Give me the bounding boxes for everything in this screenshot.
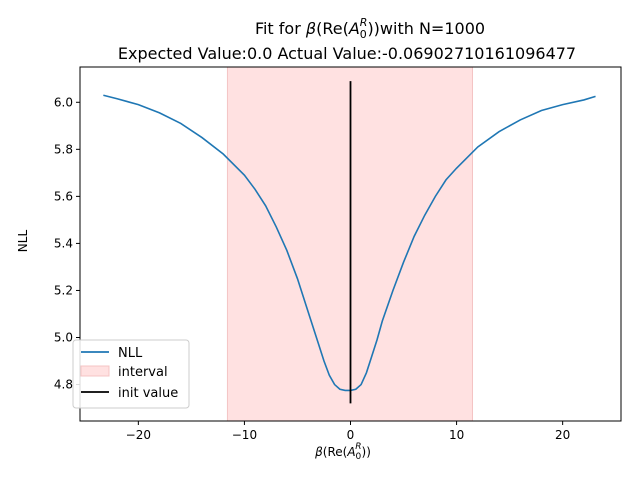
- title-open: (: [316, 19, 322, 38]
- title-a: A: [348, 19, 360, 38]
- svg-text:Fit for β(Re(A0R))with N=1000: Fit for β(Re(A0R))with N=1000: [255, 16, 485, 41]
- x-tick-label: 20: [555, 428, 570, 442]
- title-close: )): [367, 19, 379, 38]
- y-axis-ticks: 4.8 5.0 5.2 5.4 5.6 5.8 6.0: [54, 95, 80, 392]
- x-tick-label: −20: [126, 428, 151, 442]
- xlabel-beta: β: [314, 445, 323, 459]
- y-tick-label: 5.4: [54, 236, 73, 250]
- y-tick-label: 5.2: [54, 283, 73, 297]
- xlabel-close: )): [362, 445, 371, 459]
- xlabel-a: A: [346, 445, 355, 459]
- legend-nll-label: NLL: [118, 346, 143, 361]
- legend-box: [72, 339, 190, 409]
- title-prefix: Fit for: [255, 19, 306, 38]
- subtitle: Expected Value:0.0 Actual Value:-0.06902…: [118, 44, 576, 63]
- x-axis-label: β(Re(A0R)): [314, 442, 371, 462]
- y-axis-label: NLL: [16, 230, 30, 253]
- title: Fit for β(Re(A0R))with N=1000: [255, 16, 485, 41]
- legend: NLL interval init value: [72, 339, 190, 409]
- legend-init-label: init value: [118, 386, 178, 401]
- legend-interval-swatch: [80, 365, 110, 377]
- y-tick-label: 4.8: [54, 378, 73, 392]
- x-tick-label: 0: [347, 428, 355, 442]
- legend-interval-label: interval: [118, 365, 168, 380]
- y-tick-label: 5.0: [54, 330, 73, 344]
- y-tick-label: 5.6: [54, 189, 73, 203]
- title-sub: 0: [360, 28, 367, 41]
- title-suffix: with N=1000: [380, 19, 485, 38]
- svg-text:β(Re(A0R)): β(Re(A0R)): [314, 442, 371, 462]
- x-axis-ticks: −20 −10 0 10 20: [126, 421, 570, 442]
- xlabel-open: (: [323, 445, 328, 459]
- xlabel-sub: 0: [356, 452, 362, 462]
- xlabel-sup: R: [355, 442, 361, 452]
- title-re: Re(: [322, 19, 348, 38]
- title-sup: R: [360, 16, 368, 29]
- title-beta: β: [305, 19, 316, 38]
- y-tick-label: 6.0: [54, 95, 73, 109]
- x-tick-label: 10: [449, 428, 464, 442]
- x-tick-label: −10: [232, 428, 257, 442]
- y-tick-label: 5.8: [54, 142, 73, 156]
- xlabel-re: Re(: [327, 445, 347, 459]
